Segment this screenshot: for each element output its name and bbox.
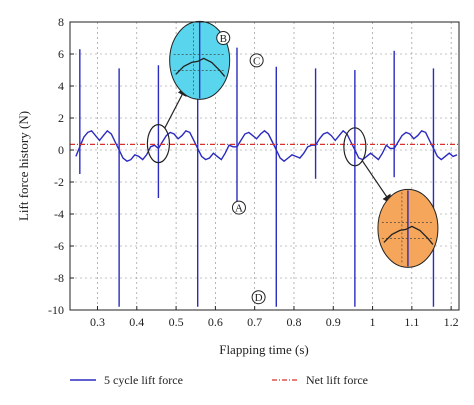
y-tick-label: 8 bbox=[58, 15, 64, 29]
point-label-B: B bbox=[220, 33, 227, 45]
series-group bbox=[70, 47, 459, 307]
y-tick-label: 2 bbox=[58, 111, 64, 125]
point-label-circle-C bbox=[249, 53, 264, 68]
lower-inset-wave bbox=[383, 225, 434, 245]
point-label-D: D bbox=[255, 292, 263, 304]
point-label-circle-D bbox=[251, 290, 266, 305]
x-tick-label: 0.5 bbox=[169, 315, 184, 329]
x-tick-label: 0.4 bbox=[129, 315, 144, 329]
y-axis-label: Lift force history (N) bbox=[16, 111, 31, 221]
lower-inset-source-ellipse bbox=[343, 127, 367, 167]
upper-inset-wave bbox=[175, 57, 226, 77]
x-tick-label: 1 bbox=[370, 315, 376, 329]
y-tick-label: 0 bbox=[58, 143, 64, 157]
x-axis-ticks: 0.3 0.4 0.5 0.6 0.7 0.8 0.9 1 1.1 1.2 bbox=[90, 306, 459, 329]
x-axis-label: Flapping time (s) bbox=[219, 342, 309, 357]
annotation-group: A B C D bbox=[146, 20, 439, 305]
x-tick-label: 1.1 bbox=[404, 315, 419, 329]
y-axis-ticks: -10 -8 -6 -4 -2 0 2 4 6 8 bbox=[48, 15, 74, 317]
y-tick-label: 4 bbox=[58, 79, 64, 93]
y-tick-label: 6 bbox=[58, 47, 64, 61]
x-tick-label: 0.8 bbox=[286, 315, 301, 329]
x-tick-label: 0.7 bbox=[247, 315, 262, 329]
legend: 5 cycle lift force Net lift force bbox=[70, 373, 368, 387]
y-tick-label: -6 bbox=[54, 239, 64, 253]
y-tick-label: -2 bbox=[54, 175, 64, 189]
point-label-C: C bbox=[253, 55, 260, 67]
y-tick-label: -10 bbox=[48, 303, 64, 317]
x-tick-label: 0.6 bbox=[208, 315, 223, 329]
legend-label-net-lift: Net lift force bbox=[306, 373, 368, 387]
lower-inset-arrow bbox=[362, 160, 392, 205]
upper-inset-source-ellipse bbox=[146, 124, 171, 164]
legend-label-lift-force: 5 cycle lift force bbox=[104, 373, 183, 387]
plot-frame bbox=[69, 21, 460, 311]
upper-inset-arrow bbox=[164, 86, 187, 129]
point-label-circle-A bbox=[231, 200, 246, 215]
point-label-A: A bbox=[235, 203, 243, 215]
y-tick-label: -4 bbox=[54, 207, 64, 221]
point-label-circle-B bbox=[216, 31, 231, 45]
x-tick-label: 0.9 bbox=[326, 315, 341, 329]
x-tick-label: 1.2 bbox=[444, 315, 459, 329]
y-tick-label: -8 bbox=[54, 271, 64, 285]
x-tick-label: 0.3 bbox=[90, 315, 105, 329]
